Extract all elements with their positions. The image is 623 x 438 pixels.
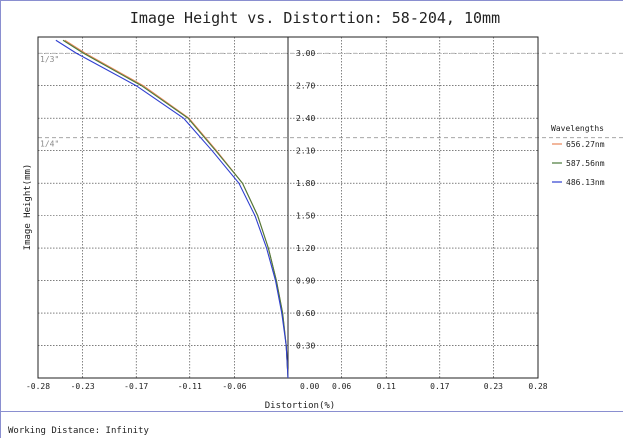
x-tick-label: -0.06 [222, 382, 246, 391]
y-tick-label: 1.80 [296, 179, 315, 188]
reference-lines: 1/3" 1/4" [38, 52, 623, 149]
x-tick-label: -0.11 [178, 382, 202, 391]
x-tick-labels: -0.28 -0.23 -0.17 -0.11 -0.06 0.00 0.06 0.11 0.1… [26, 382, 548, 391]
y-tick-label: 0.30 [296, 342, 315, 351]
y-tick-labels: 0.30 0.60 0.90 1.20 1.50 1.80 2.10 2.40 2.70 3.00 [296, 49, 315, 350]
x-tick-label: 0.00 [300, 382, 319, 391]
y-tick-label: 2.40 [296, 114, 315, 123]
x-tick-label: -0.23 [71, 382, 95, 391]
legend: Wavelengths 656.27nm 587.56nm 486.13nm [551, 124, 605, 187]
y-tick-label: 1.50 [296, 212, 315, 221]
x-tick-label: 0.17 [430, 382, 449, 391]
x-tick-label: -0.17 [124, 382, 148, 391]
x-tick-label: 0.06 [332, 382, 351, 391]
legend-title: Wavelengths [551, 124, 604, 133]
plot-area: 1/3" 1/4" [37, 36, 623, 379]
series-line [55, 39, 289, 379]
x-tick-label: 0.23 [484, 382, 503, 391]
reference-line-label: 1/3" [40, 55, 59, 64]
reference-line-label: 1/4" [40, 140, 59, 149]
x-axis-label: Distortion(%) [265, 401, 335, 411]
y-axis-label: Image Height(mm) [23, 164, 33, 251]
series-line [62, 39, 289, 379]
legend-entry: 656.27nm [566, 140, 605, 149]
y-tick-label: 0.90 [296, 277, 315, 286]
y-tick-label: 3.00 [296, 49, 315, 58]
x-tick-label: -0.28 [26, 382, 50, 391]
series [55, 39, 289, 379]
x-tick-label: 0.28 [528, 382, 547, 391]
y-tick-label: 2.70 [296, 82, 315, 91]
working-distance: Working Distance: Infinity [8, 426, 149, 436]
legend-entry: 486.13nm [566, 178, 605, 187]
y-tick-label: 0.60 [296, 309, 315, 318]
chart-title: Image Height vs. Distortion: 58-204, 10m… [130, 9, 500, 27]
x-tick-label: 0.11 [377, 382, 396, 391]
legend-entry: 587.56nm [566, 159, 605, 168]
y-tick-label: 2.10 [296, 147, 315, 156]
y-tick-label: 1.20 [296, 244, 315, 253]
